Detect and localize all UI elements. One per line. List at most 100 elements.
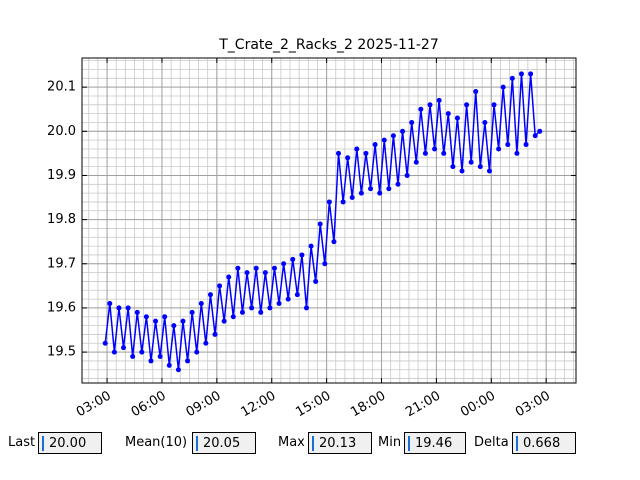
y-tick-label: 19.8 — [47, 212, 76, 227]
data-point — [171, 323, 177, 329]
data-point — [441, 150, 447, 156]
data-point — [102, 340, 108, 346]
data-point — [340, 199, 346, 205]
data-point — [175, 367, 181, 373]
data-point — [249, 305, 255, 311]
data-point — [166, 362, 172, 368]
x-tick-label: 03:00 — [74, 389, 114, 421]
data-point — [326, 199, 332, 205]
stat-label: Min — [378, 435, 402, 450]
data-point — [514, 150, 520, 156]
x-tick-label: 12:00 — [239, 389, 279, 421]
data-point — [303, 305, 309, 311]
data-point — [299, 252, 305, 258]
stat-field[interactable]: 0.668 — [512, 432, 576, 454]
data-point — [450, 164, 456, 170]
data-point — [491, 102, 497, 108]
data-point — [207, 292, 213, 298]
data-point — [377, 190, 383, 196]
data-point — [395, 181, 401, 187]
data-point — [368, 186, 374, 192]
data-point — [454, 115, 460, 121]
data-point — [235, 265, 241, 271]
stat-label: Mean(10) — [125, 435, 188, 450]
data-point — [349, 195, 355, 201]
plot-frame — [81, 57, 577, 384]
data-point — [473, 89, 479, 95]
data-point — [262, 270, 268, 276]
data-point — [418, 106, 424, 112]
data-point — [139, 349, 145, 355]
data-point — [125, 305, 131, 311]
stat-field[interactable]: 20.00 — [38, 432, 102, 454]
data-point — [432, 146, 438, 152]
data-point — [258, 309, 264, 315]
data-point — [313, 278, 319, 284]
data-point — [107, 301, 113, 307]
data-point — [422, 150, 428, 156]
data-point — [464, 102, 470, 108]
data-point — [198, 301, 204, 307]
data-point — [486, 168, 492, 174]
y-tick-label: 19.5 — [47, 345, 76, 360]
y-tick-label: 19.7 — [47, 256, 76, 271]
data-point — [505, 142, 511, 148]
data-point — [409, 119, 415, 125]
data-point — [143, 314, 149, 320]
data-point — [354, 146, 360, 152]
data-point — [436, 97, 442, 103]
data-point — [226, 274, 232, 280]
data-point — [537, 128, 543, 134]
stat-field[interactable]: 19.46 — [404, 432, 466, 454]
data-point — [496, 146, 502, 152]
data-point — [111, 349, 117, 355]
x-tick-label: 03:00 — [513, 389, 553, 421]
stat-label: Max — [278, 435, 305, 450]
y-tick-label: 19.9 — [47, 168, 76, 183]
stat-field[interactable]: 20.13 — [308, 432, 372, 454]
data-point — [281, 261, 287, 267]
data-point — [148, 358, 154, 364]
data-point — [162, 314, 168, 320]
data-point — [336, 150, 342, 156]
data-point — [459, 168, 465, 174]
y-tick-label: 19.6 — [47, 300, 76, 315]
x-tick-label: 15:00 — [293, 389, 333, 421]
x-tick-label: 06:00 — [129, 389, 169, 421]
data-point — [390, 133, 396, 139]
data-point — [413, 159, 419, 165]
data-point — [267, 305, 273, 311]
stat-field[interactable]: 20.05 — [192, 432, 256, 454]
data-point — [477, 164, 483, 170]
data-point — [331, 239, 337, 245]
y-tick-label: 20.1 — [47, 80, 76, 95]
data-point — [404, 172, 410, 178]
data-point — [468, 159, 474, 165]
data-point — [239, 309, 245, 315]
data-point — [532, 133, 538, 139]
data-line — [104, 73, 541, 370]
data-point — [322, 261, 328, 267]
data-point — [217, 283, 223, 289]
data-point — [308, 243, 314, 249]
data-point — [185, 358, 191, 364]
data-point — [518, 71, 524, 77]
data-point — [482, 119, 488, 125]
x-tick-label: 21:00 — [403, 389, 443, 421]
data-point — [212, 331, 218, 337]
data-point — [244, 270, 250, 276]
x-tick-label: 09:00 — [184, 389, 224, 421]
data-point — [276, 301, 282, 307]
data-point — [294, 292, 300, 298]
data-point — [230, 314, 236, 320]
data-point — [157, 354, 163, 360]
data-point — [253, 265, 259, 271]
data-point — [345, 155, 351, 161]
data-point — [180, 318, 186, 324]
data-point — [194, 349, 200, 355]
chart: T_Crate_2_Racks_2 2025-11-27 19.5 19.6 19.… — [47, 37, 577, 421]
data-point — [130, 354, 136, 360]
data-point — [121, 345, 127, 351]
stat-label: Delta — [474, 435, 509, 450]
